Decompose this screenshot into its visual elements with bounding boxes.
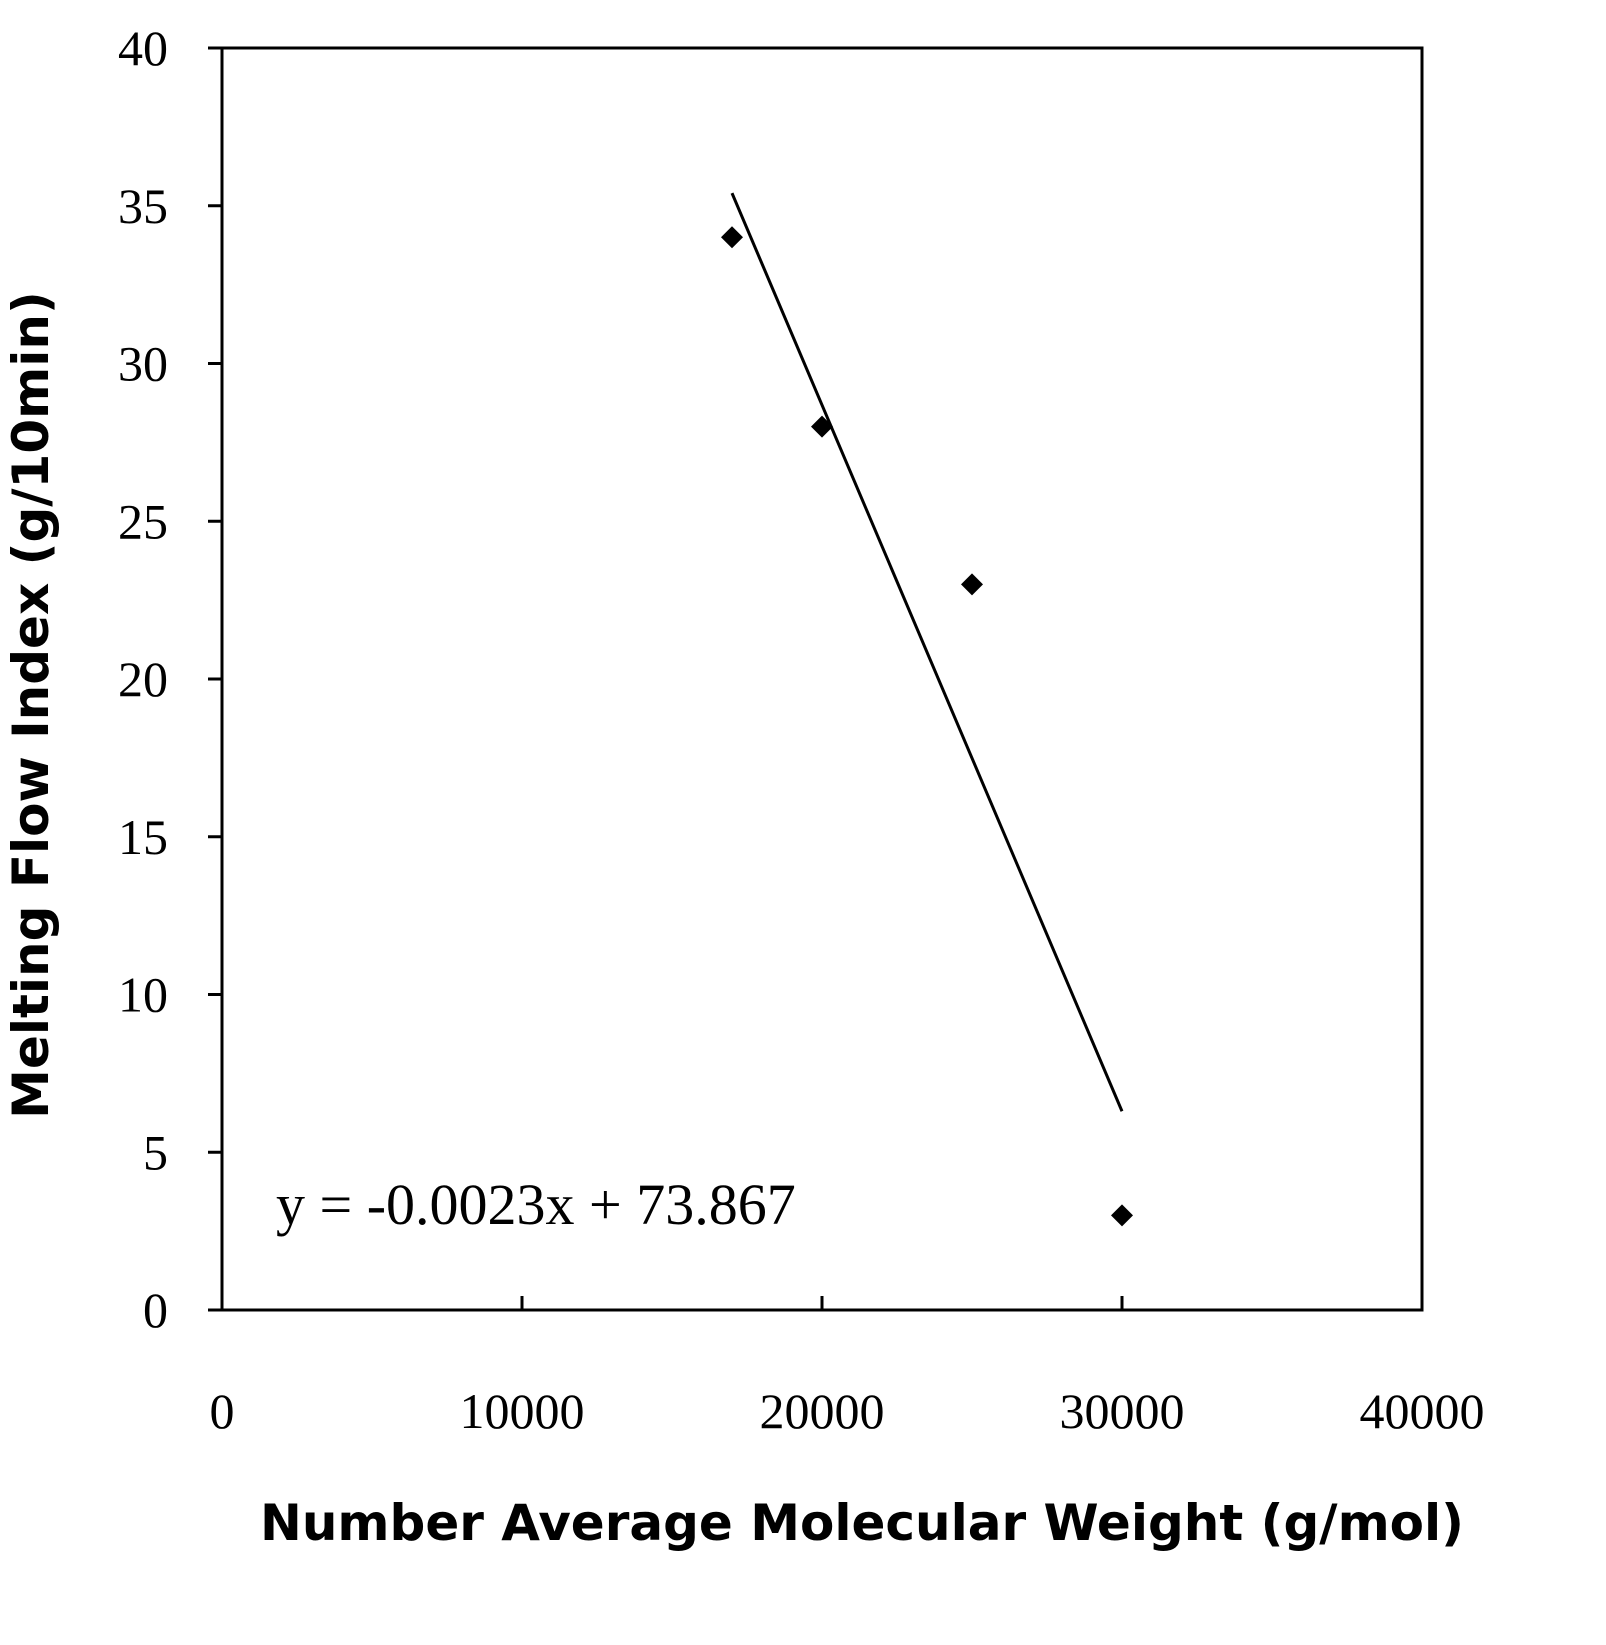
y-axis-title: Melting Flow Index (g/10min) xyxy=(2,291,60,1119)
point xyxy=(811,415,833,438)
x-tick-label: 10000 xyxy=(460,1383,585,1439)
point xyxy=(961,573,983,596)
trendline xyxy=(730,192,1124,1112)
y-tick-label: 35 xyxy=(118,178,168,234)
plot-frame xyxy=(220,46,1424,1312)
y-tick-label: 30 xyxy=(118,336,168,392)
y-tick-label: 20 xyxy=(118,651,168,707)
y-tick-label: 10 xyxy=(118,967,168,1023)
x-tick-label: 40000 xyxy=(1360,1383,1485,1439)
x-tick-label: 20000 xyxy=(760,1383,885,1439)
x-axis-title: Number Average Molecular Weight (g/mol) xyxy=(260,1494,1464,1552)
point xyxy=(1111,1204,1133,1227)
y-tick-label: 5 xyxy=(143,1124,168,1180)
y-tick-label: 0 xyxy=(143,1282,168,1338)
x-tick-label: 30000 xyxy=(1060,1383,1185,1439)
y-tick-label: 40 xyxy=(118,20,168,76)
equation: y = -0.0023x + 73.867 xyxy=(276,1172,796,1237)
x-tick-label: 0 xyxy=(210,1383,235,1439)
y-tick-label: 15 xyxy=(118,809,168,865)
point xyxy=(721,226,743,249)
y-tick-label: 25 xyxy=(118,493,168,549)
